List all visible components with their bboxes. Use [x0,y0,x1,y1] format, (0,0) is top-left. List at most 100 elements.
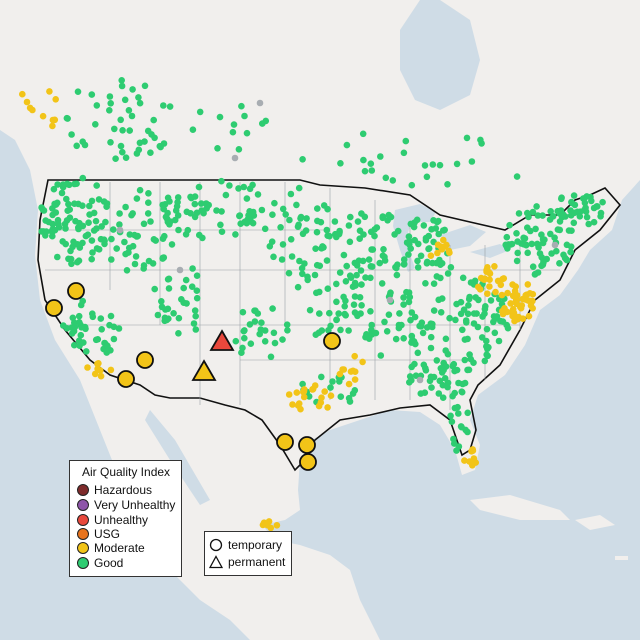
good-monitor [189,265,196,272]
good-monitor [261,225,269,233]
good-monitor [51,200,58,208]
good-monitor [336,269,344,276]
no-data-monitor [176,266,184,274]
good-monitor [266,243,274,250]
good-monitor [313,228,321,236]
good-monitor [395,321,403,329]
moderate-monitor [512,283,519,290]
moderate-monitor [445,247,453,255]
good-monitor [439,381,447,389]
good-monitor [442,347,450,354]
good-monitor [252,307,259,315]
good-monitor [135,94,142,101]
good-monitor [356,235,364,242]
good-monitor [371,232,378,240]
good-monitor [446,314,453,322]
good-monitor [76,319,83,326]
good-monitor [88,255,95,263]
good-monitor [346,272,354,280]
good-monitor [131,231,138,239]
good-monitor [214,145,221,152]
good-monitor [423,260,431,267]
good-monitor [556,260,563,267]
temporary-monitor [276,433,294,451]
good-monitor [258,319,265,327]
moderate-monitor [491,263,498,270]
good-monitor [191,307,199,314]
good-monitor [359,130,367,138]
good-monitor [353,271,360,279]
good-monitor [79,174,87,182]
good-monitor [312,331,320,339]
good-monitor [122,154,130,161]
moderate-monitor [351,376,359,383]
good-monitor [241,334,248,342]
good-monitor [529,263,537,271]
good-monitor [335,230,343,238]
moderate-monitor [315,402,323,410]
good-monitor [423,173,431,181]
moderate-monitor [324,404,331,411]
good-monitor [107,139,114,146]
good-monitor [287,236,295,243]
good-monitor [218,208,225,215]
good-monitor [376,259,384,267]
good-monitor [74,88,82,95]
good-monitor [333,280,340,288]
moderate-monitor [440,236,447,244]
usg-swatch [77,528,89,540]
good-monitor [482,303,489,310]
good-monitor [371,226,379,233]
good-monitor [93,182,100,189]
good-monitor [468,158,476,165]
good-monitor [226,182,233,189]
good-monitor [547,230,554,238]
moderate-monitor [511,317,518,325]
good-monitor [174,212,182,219]
good-monitor [316,262,324,270]
good-monitor [337,326,344,334]
good-monitor [241,112,248,120]
good-monitor [582,208,590,215]
good-monitor [71,180,78,188]
moderate-monitor [300,393,308,401]
good-monitor [337,393,345,401]
moderate-monitor [434,241,442,249]
good-monitor [323,257,331,264]
good-monitor [189,126,197,133]
good-monitor [444,181,451,188]
good-monitor [343,141,351,149]
good-monitor [377,352,385,359]
moderate-monitor [498,291,506,299]
good-monitor [400,294,407,301]
good-monitor [149,260,157,267]
good-monitor [301,260,308,267]
moderate-monitor [529,305,536,312]
moderate-monitor [318,394,325,402]
good-monitor [110,226,117,233]
good-monitor [368,321,376,329]
aqi-legend: Air Quality Index Hazardous Very Unhealt… [69,460,182,577]
good-monitor [193,294,201,302]
good-monitor [82,232,90,240]
unhealthy-swatch [77,514,89,526]
good-monitor [299,270,306,278]
good-monitor [54,181,61,188]
good-monitor [331,218,339,225]
good-monitor [230,121,238,128]
good-monitor [436,161,444,169]
good-monitor [240,327,248,335]
good-monitor [413,216,421,224]
good-monitor [90,227,98,234]
good-monitor [347,213,354,221]
good-monitor [367,308,374,315]
moderate-monitor [84,364,91,371]
good-monitor [477,136,484,144]
moderate-monitor [336,370,344,378]
good-monitor [191,213,199,221]
good-monitor [597,213,604,220]
good-monitor [427,373,435,381]
good-monitor [293,201,300,209]
legend-item-good: Good [77,556,123,570]
good-monitor [345,222,353,229]
